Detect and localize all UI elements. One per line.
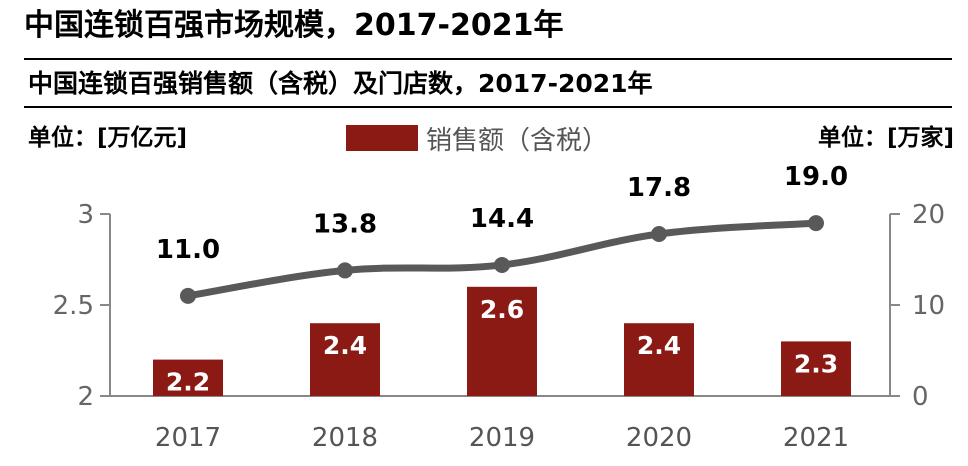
left-axis-unit: 单位：[万亿元]	[28, 125, 188, 151]
store-count-value-label: 14.4	[470, 204, 534, 234]
left-axis-tick-label: 3	[77, 200, 94, 230]
store-count-point	[337, 262, 353, 279]
chart-title: 中国连锁百强市场规模，2017-2021年	[24, 8, 564, 43]
legend-swatch	[346, 125, 418, 151]
title-divider	[24, 58, 952, 60]
store-count-point	[180, 287, 196, 304]
bar-value-label: 2.4	[637, 331, 681, 360]
bar-value-label: 2.6	[480, 295, 524, 324]
store-count-value-label: 11.0	[156, 235, 220, 265]
left-axis-tick-label: 2.5	[53, 291, 94, 321]
bar	[781, 341, 851, 396]
store-count-value-label: 19.0	[784, 162, 848, 192]
left-axis-tick-label: 2	[77, 382, 94, 412]
store-count-value-label: 17.8	[627, 173, 691, 203]
bar	[624, 323, 694, 396]
store-count-point	[494, 256, 510, 273]
bar	[153, 359, 223, 396]
right-axis-tick-label: 10	[912, 291, 945, 321]
store-count-value-label: 13.8	[313, 209, 377, 239]
right-axis-unit: 单位：[万家]	[817, 125, 954, 151]
legend-label: 销售额（含税）	[426, 125, 609, 156]
bar	[310, 323, 380, 396]
legend: 销售额（含税）	[346, 118, 608, 158]
x-axis-category-label: 2018	[312, 423, 378, 453]
store-count-point	[808, 215, 824, 232]
x-axis-category-label: 2021	[783, 423, 849, 453]
right-axis-tick-label: 20	[912, 200, 945, 230]
bar	[467, 286, 537, 396]
x-axis-category-label: 2020	[626, 423, 692, 453]
bar-value-label: 2.2	[166, 368, 210, 397]
x-axis-category-label: 2019	[469, 423, 535, 453]
chart-subtitle: 中国连锁百强销售额（含税）及门店数，2017-2021年	[28, 69, 653, 98]
right-axis-tick-label: 0	[912, 382, 929, 412]
x-axis-category-label: 2017	[155, 423, 221, 453]
bar-value-label: 2.4	[323, 331, 367, 360]
subtitle-divider	[24, 106, 952, 108]
store-count-point	[651, 226, 667, 243]
bar-value-label: 2.3	[794, 349, 838, 378]
